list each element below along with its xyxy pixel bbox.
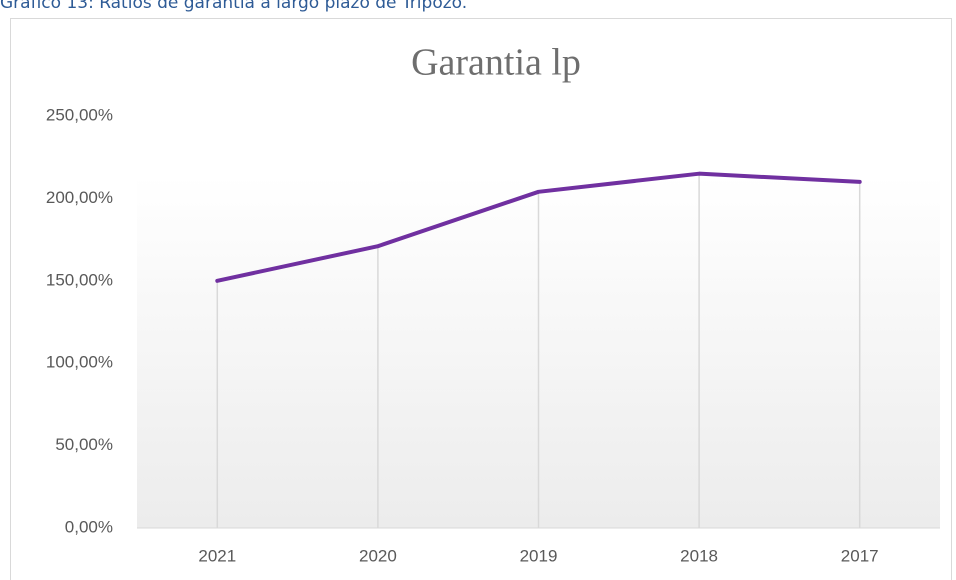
series-line bbox=[215, 171, 862, 283]
x-tick-label: 2021 bbox=[198, 546, 236, 565]
caption: Gráfico 13: Ratios de garantía a largo p… bbox=[0, 0, 467, 13]
y-tick-label: 50,00% bbox=[55, 435, 113, 454]
y-tick-label: 250,00% bbox=[46, 105, 113, 124]
x-tick-label: 2020 bbox=[359, 546, 397, 565]
y-tick-label: 150,00% bbox=[46, 270, 113, 289]
y-tick-label: 0,00% bbox=[65, 517, 113, 536]
y-tick-label: 100,00% bbox=[46, 353, 113, 372]
chart-border bbox=[10, 18, 952, 580]
y-tick-label: 200,00% bbox=[46, 188, 113, 207]
chart-title: Garantia lp bbox=[411, 42, 581, 84]
x-tick-label: 2017 bbox=[841, 546, 879, 565]
x-tick-label: 2018 bbox=[680, 546, 718, 565]
x-tick-label: 2019 bbox=[520, 546, 558, 565]
